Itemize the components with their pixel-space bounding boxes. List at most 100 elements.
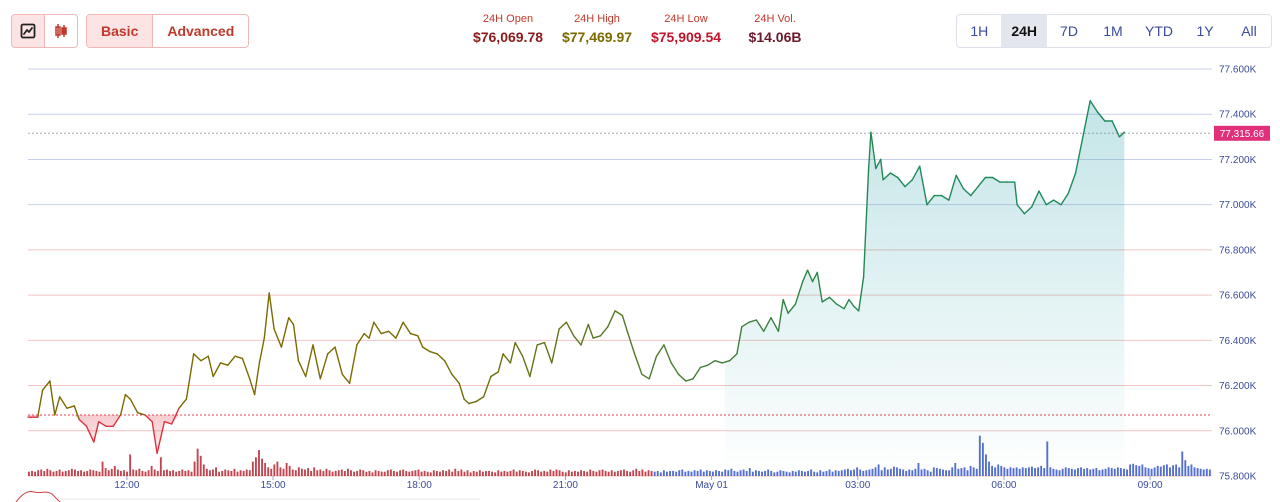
price-segment bbox=[811, 271, 818, 283]
price-segment bbox=[755, 319, 765, 332]
price-segment bbox=[163, 421, 173, 425]
volume-bar bbox=[500, 471, 503, 476]
price-segment bbox=[536, 341, 546, 346]
volume-bar bbox=[721, 471, 724, 476]
price-segment bbox=[97, 421, 107, 427]
price-segment bbox=[521, 355, 531, 378]
price-segment bbox=[962, 188, 972, 197]
price-segment bbox=[248, 378, 256, 396]
price-segment bbox=[875, 158, 882, 170]
volume-bar bbox=[518, 470, 521, 476]
volume-bar bbox=[380, 471, 383, 476]
price-segment bbox=[1030, 190, 1040, 208]
volume-bar bbox=[423, 470, 426, 476]
price-segment bbox=[490, 371, 499, 378]
volume-bar bbox=[1126, 469, 1128, 476]
price-segment bbox=[241, 357, 251, 380]
price-segment bbox=[828, 296, 838, 305]
price-segment bbox=[200, 355, 210, 362]
volume-bar bbox=[205, 468, 208, 476]
volume-bar bbox=[435, 470, 438, 476]
range-1h[interactable]: 1H bbox=[970, 23, 989, 39]
range-1m[interactable]: 1M bbox=[1103, 23, 1123, 39]
volume-bar bbox=[1147, 468, 1150, 476]
price-segment bbox=[862, 170, 870, 278]
y-tick-label: 76.600K bbox=[1219, 291, 1257, 302]
basic-button[interactable]: Basic bbox=[87, 15, 153, 47]
price-segment bbox=[692, 366, 702, 380]
range-24h[interactable]: 24H bbox=[1001, 15, 1047, 47]
line-chart-button[interactable] bbox=[12, 15, 44, 47]
volume-bar bbox=[534, 469, 536, 476]
price-segment bbox=[292, 323, 300, 362]
candlestick-button[interactable] bbox=[44, 15, 77, 47]
price-segment bbox=[721, 360, 731, 364]
volume-bar bbox=[546, 471, 549, 476]
volume-bar bbox=[463, 471, 466, 476]
price-segment bbox=[587, 323, 594, 339]
volume-bar bbox=[708, 470, 711, 476]
volume-bar bbox=[439, 471, 441, 476]
volume-bar bbox=[1187, 465, 1190, 476]
price-segment bbox=[1082, 99, 1091, 138]
volume-bar bbox=[666, 471, 668, 476]
price-segment bbox=[685, 378, 694, 382]
navigator[interactable] bbox=[15, 491, 480, 502]
advanced-button[interactable]: Advanced bbox=[152, 15, 248, 47]
price-segment bbox=[263, 292, 270, 339]
price-segment bbox=[234, 355, 244, 360]
line-chart-icon bbox=[20, 23, 36, 39]
volume-bar bbox=[675, 471, 678, 476]
volume-bar bbox=[1184, 460, 1187, 476]
volume-bar bbox=[531, 470, 533, 476]
volume-bar bbox=[626, 470, 628, 476]
range-7d[interactable]: 7D bbox=[1060, 23, 1078, 39]
price-segment bbox=[940, 194, 950, 201]
mode-toggle: Basic Advanced bbox=[86, 14, 250, 48]
volume-bar bbox=[267, 467, 270, 476]
price-segment bbox=[806, 269, 814, 283]
price-segment bbox=[787, 303, 797, 314]
range-1y[interactable]: 1Y bbox=[1196, 23, 1214, 39]
volume-bar bbox=[451, 471, 454, 476]
price-segment bbox=[1067, 172, 1077, 195]
volume-bar bbox=[635, 468, 638, 476]
stat-vol-label: 24H Vol. bbox=[754, 13, 796, 25]
volume-bar bbox=[613, 471, 616, 476]
volume-bar bbox=[393, 470, 395, 476]
price-segment bbox=[368, 321, 375, 339]
volume-bar bbox=[359, 469, 362, 476]
volume-bar bbox=[647, 470, 650, 476]
volume-bar bbox=[162, 470, 165, 476]
volume-bar bbox=[374, 470, 377, 476]
price-segment bbox=[599, 326, 609, 337]
price-segment bbox=[207, 355, 214, 378]
volume-bar bbox=[55, 470, 58, 476]
price-segment bbox=[763, 317, 772, 332]
volume-bar bbox=[251, 461, 254, 476]
volume-bar bbox=[672, 470, 675, 476]
volume-bar bbox=[215, 467, 217, 476]
price-segment bbox=[463, 398, 470, 405]
volume-bar bbox=[34, 471, 36, 476]
range-all[interactable]: All bbox=[1241, 23, 1257, 39]
price-segment bbox=[1118, 131, 1126, 138]
volume-bar bbox=[684, 471, 687, 476]
volume-bar bbox=[138, 468, 141, 476]
range-ytd[interactable]: YTD bbox=[1145, 23, 1173, 39]
price-segment bbox=[714, 360, 723, 364]
x-axis: 12:00 15:00 18:00 21:00 May 01 03:00 06:00 09:0… bbox=[114, 476, 1163, 491]
price-segment bbox=[707, 360, 716, 366]
price-segment bbox=[170, 407, 180, 425]
x-tick-label: 21:00 bbox=[553, 480, 578, 491]
stat-vol: 24H Vol. $14.06B bbox=[744, 13, 806, 45]
volume-bar bbox=[356, 470, 359, 476]
volume-bar bbox=[362, 470, 365, 476]
volume-bar bbox=[696, 470, 699, 476]
price-segment bbox=[626, 330, 636, 355]
volume-bar bbox=[190, 471, 193, 476]
volume-bar bbox=[1196, 468, 1199, 476]
x-tick-label: May 01 bbox=[695, 480, 728, 491]
volume-bar bbox=[595, 471, 598, 476]
